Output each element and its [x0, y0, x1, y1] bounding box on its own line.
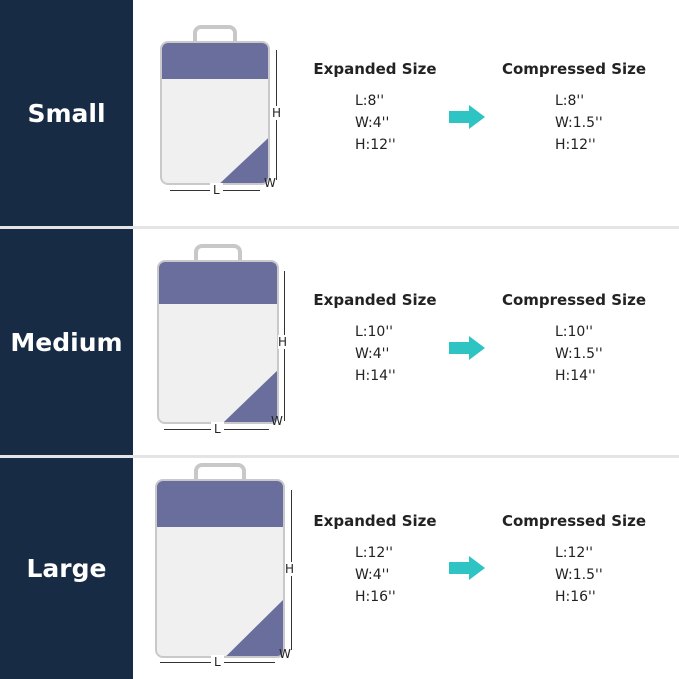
packing-cube-image: [160, 25, 270, 185]
expanded-values: L:8'' W:4'' H:12'': [355, 90, 396, 156]
compressed-values: L:10'' W:1.5'' H:14'': [555, 321, 603, 387]
height-label: H: [272, 106, 282, 120]
width-value: W:1.5'': [555, 346, 603, 362]
size-label: Medium: [0, 229, 133, 456]
width-value: W:4'': [355, 346, 390, 362]
length-value: L:10'': [555, 324, 594, 340]
width-label: W: [271, 414, 283, 428]
compressed-values: L:12'' W:1.5'' H:16'': [555, 542, 603, 608]
divider: [0, 455, 679, 458]
packing-cube-image: [157, 244, 279, 424]
width-value: W:4'': [355, 115, 390, 131]
size-label: Small: [0, 0, 133, 227]
compressed-values: L:8'' W:1.5'' H:12'': [555, 90, 603, 156]
height-value: H:14'': [555, 368, 596, 384]
height-value: H:14'': [355, 368, 396, 384]
size-row-large: Large H L W Expanded Size L:12'' W:4'' H:1…: [0, 458, 679, 679]
length-value: L:8'': [555, 93, 585, 109]
size-row-medium: Medium H L W Expanded Size L:10'' W:4'' H:…: [0, 229, 679, 456]
packing-cube-image: [155, 463, 285, 658]
arrow-right-icon: [449, 336, 485, 360]
height-value: H:12'': [355, 137, 396, 153]
length-value: L:10'': [355, 324, 394, 340]
height-label: H: [278, 335, 288, 349]
width-value: W:4'': [355, 567, 390, 583]
divider: [0, 226, 679, 229]
height-value: H:12'': [555, 137, 596, 153]
length-label: L: [211, 422, 224, 436]
length-label: L: [210, 183, 223, 197]
width-value: W:1.5'': [555, 115, 603, 131]
height-label: H: [285, 562, 295, 576]
height-value: H:16'': [355, 589, 396, 605]
length-value: L:12'': [355, 545, 394, 561]
width-label: W: [264, 176, 276, 190]
length-value: L:12'': [555, 545, 594, 561]
width-value: W:1.5'': [555, 567, 603, 583]
arrow-right-icon: [449, 556, 485, 580]
length-value: L:8'': [355, 93, 385, 109]
compressed-size-heading: Compressed Size: [501, 291, 647, 309]
expanded-size-heading: Expanded Size: [313, 60, 437, 78]
expanded-size-heading: Expanded Size: [313, 291, 437, 309]
height-value: H:16'': [555, 589, 596, 605]
size-label: Large: [0, 458, 133, 679]
expanded-size-heading: Expanded Size: [313, 512, 437, 530]
compressed-size-heading: Compressed Size: [501, 512, 647, 530]
expanded-values: L:10'' W:4'' H:14'': [355, 321, 396, 387]
length-label: L: [211, 655, 224, 669]
arrow-right-icon: [449, 105, 485, 129]
width-label: W: [279, 647, 291, 661]
expanded-values: L:12'' W:4'' H:16'': [355, 542, 396, 608]
compressed-size-heading: Compressed Size: [501, 60, 647, 78]
size-row-small: Small H L W Expanded Size L:8'' W:4'' H:12…: [0, 0, 679, 227]
